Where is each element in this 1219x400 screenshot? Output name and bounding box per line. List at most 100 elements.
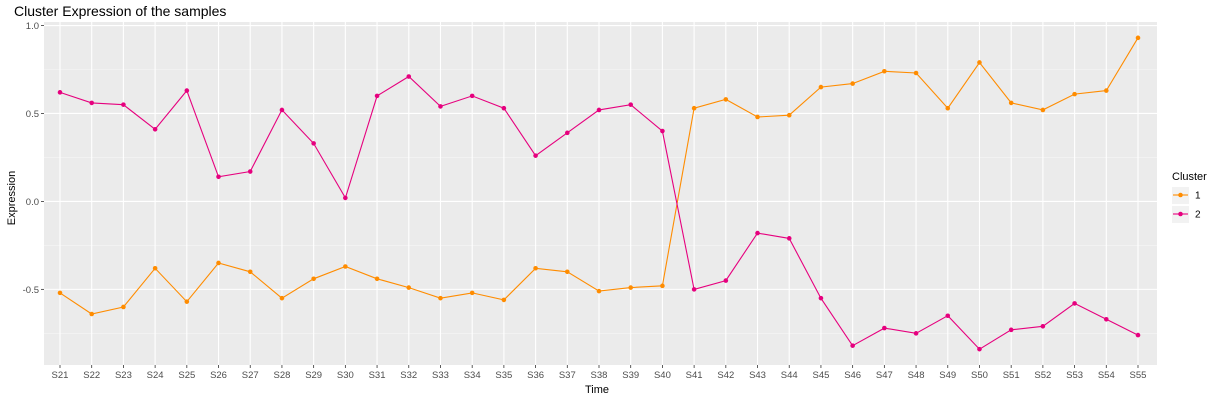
data-point xyxy=(1040,324,1046,329)
x-tick-label: S55 xyxy=(1130,370,1147,381)
x-tick-label: S39 xyxy=(622,370,639,381)
x-tick-label: S22 xyxy=(83,370,100,381)
x-tick-label: S38 xyxy=(591,370,608,381)
data-point xyxy=(596,107,602,113)
data-point xyxy=(533,153,538,158)
data-point xyxy=(691,287,697,292)
x-tick-label: S30 xyxy=(337,370,354,381)
legend-label: 1 xyxy=(1195,191,1201,202)
data-point xyxy=(596,288,602,294)
data-point xyxy=(1008,100,1014,106)
data-point xyxy=(913,70,919,76)
data-point xyxy=(89,100,95,106)
plot-panel xyxy=(44,22,1157,365)
data-point xyxy=(121,102,126,107)
data-point xyxy=(945,105,951,111)
data-point xyxy=(977,346,982,352)
data-point xyxy=(1103,316,1109,322)
data-point xyxy=(913,331,919,336)
data-point xyxy=(1103,88,1109,93)
x-tick-label: S29 xyxy=(305,370,322,381)
x-tick-label: S53 xyxy=(1066,370,1083,381)
data-point xyxy=(438,104,443,109)
x-tick-label: S42 xyxy=(717,370,734,381)
x-tick-label: S45 xyxy=(812,370,829,381)
x-tick-label: S52 xyxy=(1034,370,1051,381)
x-tick-label: S28 xyxy=(273,370,290,381)
data-point xyxy=(247,269,253,275)
chart-title: Cluster Expression of the samples xyxy=(14,3,227,19)
data-point xyxy=(374,93,380,99)
x-axis-title: Time xyxy=(585,384,609,396)
data-point xyxy=(406,285,412,290)
x-tick-label: S24 xyxy=(147,370,164,381)
data-point xyxy=(343,264,348,269)
y-tick-label: 0.0 xyxy=(26,197,39,208)
series-2 xyxy=(57,74,1141,352)
x-tick-label: S34 xyxy=(464,370,481,381)
x-tick-label: S54 xyxy=(1098,370,1115,381)
data-point xyxy=(628,102,634,107)
x-tick-label: S23 xyxy=(115,370,132,381)
data-point xyxy=(660,128,665,134)
y-axis: 1.0 0.5 0.0 -0.5 xyxy=(23,21,44,296)
data-point xyxy=(945,313,951,319)
y-tick-label: 0.5 xyxy=(26,109,39,120)
x-tick-label: S41 xyxy=(686,370,703,381)
data-point xyxy=(850,81,855,86)
data-point xyxy=(723,97,729,102)
data-point xyxy=(501,297,507,303)
data-point xyxy=(374,276,380,282)
data-point xyxy=(184,299,190,304)
x-tick-label: S27 xyxy=(242,370,259,381)
data-point xyxy=(279,107,285,113)
legend-key-point xyxy=(1178,192,1183,198)
data-point xyxy=(533,265,538,271)
legend-item-2: 2 xyxy=(1172,206,1201,223)
legend-key-point xyxy=(1178,211,1183,217)
x-tick-label: S32 xyxy=(400,370,417,381)
y-axis-title: Expression xyxy=(6,171,18,225)
data-point xyxy=(406,74,412,79)
x-tick-label: S44 xyxy=(781,370,798,381)
data-point xyxy=(469,290,475,296)
legend-label: 2 xyxy=(1195,210,1201,221)
data-point xyxy=(818,84,824,90)
data-point xyxy=(57,90,63,95)
x-tick-label: S40 xyxy=(654,370,671,381)
data-point xyxy=(89,311,95,317)
x-tick-label: S43 xyxy=(749,370,766,381)
y-tick-label: -0.5 xyxy=(23,285,39,296)
data-point xyxy=(628,285,634,290)
data-point xyxy=(311,276,316,282)
x-tick-label: S48 xyxy=(908,370,925,381)
data-point xyxy=(882,325,887,331)
x-tick-label: S47 xyxy=(876,370,893,381)
data-point xyxy=(311,141,316,146)
data-point xyxy=(818,295,824,301)
x-tick-label: S36 xyxy=(527,370,544,381)
x-tick-label: S33 xyxy=(432,370,449,381)
data-point xyxy=(343,195,348,201)
data-point xyxy=(121,304,126,310)
x-tick-label: S35 xyxy=(495,370,512,381)
data-point xyxy=(279,295,285,301)
data-point xyxy=(882,68,887,74)
data-point xyxy=(723,278,729,283)
legend-item-1: 1 xyxy=(1172,187,1201,204)
data-point xyxy=(1072,91,1077,97)
x-tick-label: S49 xyxy=(939,370,956,381)
data-point xyxy=(1135,35,1141,41)
data-point xyxy=(57,290,63,296)
data-point xyxy=(501,105,507,111)
data-point xyxy=(438,295,443,301)
data-point xyxy=(1008,327,1014,333)
legend-title: Cluster xyxy=(1172,171,1207,183)
data-point xyxy=(1072,301,1077,306)
data-point xyxy=(1040,107,1046,113)
legend: Cluster 1 2 xyxy=(1172,171,1207,223)
series-1 xyxy=(57,35,1141,317)
data-point xyxy=(786,112,792,118)
x-tick-label: S31 xyxy=(369,370,386,381)
